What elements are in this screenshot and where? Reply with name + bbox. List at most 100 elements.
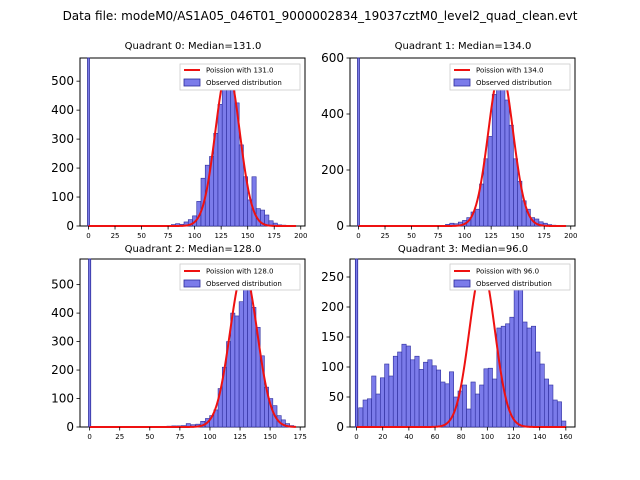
histogram-bar	[234, 315, 240, 428]
x-tick-label: 40	[404, 433, 413, 441]
legend-bars-swatch	[453, 78, 471, 87]
x-tick-label: 100	[458, 232, 471, 240]
y-tick-label: 400	[321, 107, 344, 121]
y-tick-label: 500	[51, 278, 74, 292]
x-tick-label: 0	[356, 232, 360, 240]
panel-quadrant-3: Quadrant 3: Median=96.0 0 20 40 60 80 100 120 1…	[321, 244, 576, 441]
legend: Poission with 96.0 Observed distribution	[449, 263, 571, 291]
histogram-bar	[440, 381, 446, 428]
x-tick-label: 150	[241, 232, 254, 240]
histogram-bar	[243, 270, 248, 428]
histogram-bar	[427, 359, 433, 428]
legend: Poission with 134.0 Observed distributio…	[449, 63, 571, 91]
y-tick-label: 200	[51, 161, 74, 175]
x-tick-label: 0	[354, 433, 358, 441]
histogram-bar	[88, 258, 92, 428]
y-tick-label: 100	[321, 360, 344, 374]
y-tick-label: 0	[336, 420, 344, 434]
legend-curve-label: Poission with 96.0	[476, 268, 539, 276]
x-tick-label: 100	[203, 433, 216, 441]
histogram-bar	[217, 104, 223, 227]
histogram-bar	[238, 301, 244, 428]
x-tick-label: 100	[188, 232, 201, 240]
histogram-bar	[470, 381, 476, 428]
histogram-bar	[226, 69, 232, 227]
x-tick-label: 25	[111, 232, 120, 240]
histogram-bar	[221, 80, 227, 227]
histogram-bar	[487, 136, 493, 227]
histogram-bar	[384, 363, 390, 428]
poisson-curve	[88, 68, 296, 227]
histogram-bar	[474, 208, 480, 227]
x-tick-label: 150	[263, 433, 276, 441]
x-tick-label: 200	[294, 232, 307, 240]
panel-title: Quadrant 0: Median=131.0	[125, 41, 262, 52]
histogram-bar	[483, 158, 489, 227]
histogram-bar	[479, 384, 485, 428]
y-tick-label: 300	[51, 335, 74, 349]
histogram-bar	[522, 321, 528, 428]
legend-bars-label: Observed distribution	[476, 280, 552, 288]
x-tick-label: 75	[434, 232, 443, 240]
x-tick-label: 0	[86, 232, 90, 240]
panel-title: Quadrant 3: Median=96.0	[398, 244, 528, 255]
y-tick-label: 500	[51, 74, 74, 88]
y-tick-label: 0	[66, 420, 74, 434]
histogram-bar	[388, 375, 394, 428]
histogram-bar	[230, 312, 236, 428]
x-tick-label: 0	[87, 433, 91, 441]
plot-area: 0 20 40 60 80 100 120 140 160 0 50 100 150 200 250	[321, 258, 573, 441]
x-tick-label: 160	[559, 433, 572, 441]
histogram-bar	[500, 68, 506, 227]
x-tick-label: 50	[407, 232, 416, 240]
x-tick-label: 125	[233, 433, 246, 441]
legend-bars-swatch	[183, 279, 201, 288]
histogram-bar	[431, 365, 437, 428]
y-tick-label: 150	[321, 330, 344, 344]
histogram-bar	[401, 343, 407, 428]
histogram-bar	[397, 351, 403, 428]
histogram-bar	[392, 355, 398, 428]
poisson-curve	[89, 269, 297, 428]
histogram-bar	[414, 355, 420, 428]
legend: Poission with 128.0 Observed distributio…	[179, 263, 301, 291]
histogram-bar	[535, 351, 541, 428]
histogram-bar	[357, 57, 360, 227]
histogram-bar	[354, 258, 359, 428]
histogram-bar	[436, 369, 442, 428]
histogram-bar	[251, 176, 257, 227]
histogram-bar	[504, 99, 510, 227]
x-tick-label: 125	[484, 232, 497, 240]
legend-curve-label: Poission with 131.0	[206, 67, 274, 75]
histogram-bar	[513, 267, 519, 428]
x-tick-label: 75	[164, 232, 173, 240]
x-tick-label: 200	[564, 232, 577, 240]
x-tick-label: 175	[538, 232, 551, 240]
histogram-bar	[552, 399, 558, 428]
y-tick-label: 400	[51, 103, 74, 117]
legend-curve-label: Poission with 128.0	[206, 268, 274, 276]
x-tick-label: 60	[431, 433, 440, 441]
panel-title: Quadrant 1: Median=134.0	[395, 41, 532, 52]
plot-area: 0 25 50 75 100 125 150 175 200 0 100 200 300 400 500	[51, 57, 307, 240]
histogram-bar	[539, 363, 545, 428]
x-tick-label: 150	[511, 232, 524, 240]
legend-bars-swatch	[453, 279, 471, 288]
y-tick-label: 100	[51, 392, 74, 406]
histogram-bar	[462, 384, 467, 428]
legend-bars-label: Observed distribution	[206, 79, 282, 87]
panel-quadrant-1: Quadrant 1: Median=134.0 0 25 50 75 100 125 15…	[321, 41, 577, 240]
y-tick-label: 600	[321, 51, 344, 65]
histogram-bar	[556, 401, 562, 428]
y-tick-label: 0	[336, 219, 344, 233]
histogram-bar	[87, 57, 90, 227]
x-tick-label: 25	[381, 232, 390, 240]
x-tick-label: 50	[145, 433, 154, 441]
legend-bars-label: Observed distribution	[476, 79, 552, 87]
x-tick-label: 75	[175, 433, 184, 441]
x-tick-label: 175	[268, 232, 281, 240]
panel-title: Quadrant 2: Median=128.0	[125, 244, 262, 255]
histogram-bar	[371, 375, 377, 428]
y-tick-label: 200	[321, 163, 344, 177]
